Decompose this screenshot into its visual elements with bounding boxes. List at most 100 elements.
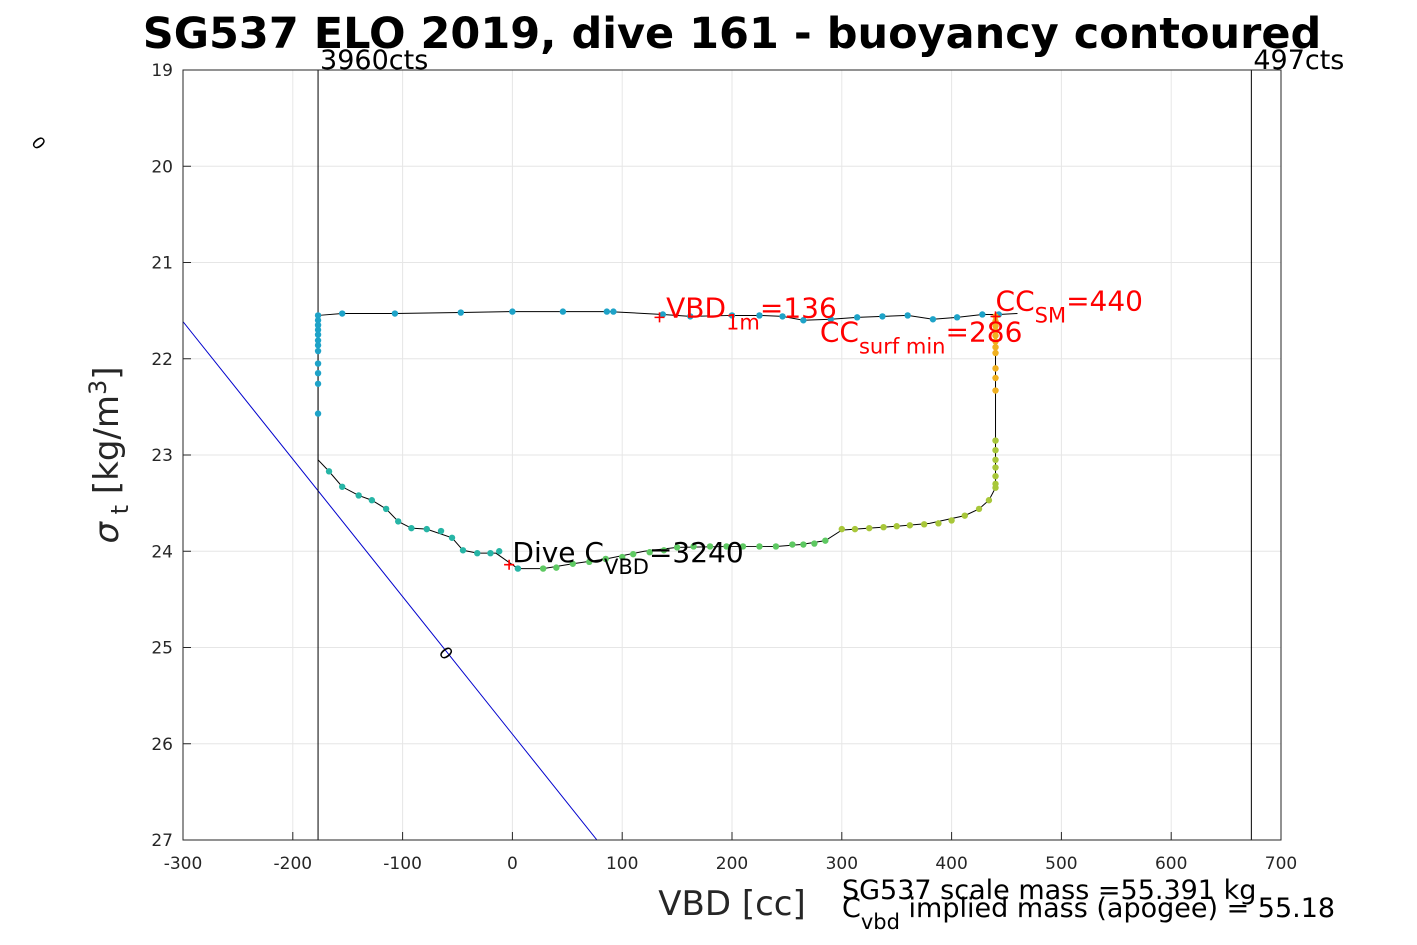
x-tick-label: 400 (935, 854, 967, 874)
axis-ticks: -300 -200 -100 0 100 200 300 400 500 600 700 19 20 21… (151, 61, 1297, 874)
footer-implied-mass: Cvbd implied mass (apogee) = 55.18 (842, 893, 1335, 934)
y-tick-label: 27 (151, 831, 173, 851)
x-tick-label: 700 (1265, 854, 1297, 874)
data-point (687, 313, 694, 320)
data-point (948, 517, 955, 524)
data-point (553, 564, 560, 571)
data-point (728, 312, 736, 319)
data-point (992, 344, 999, 351)
data-point (603, 308, 611, 315)
data-point (368, 497, 376, 504)
data-point (339, 483, 346, 490)
data-point (992, 480, 999, 488)
data-point (314, 321, 322, 329)
annotation-label: CCSM=440 (996, 285, 1143, 328)
annotation-value: =136 (760, 291, 837, 324)
data-points (314, 308, 1003, 572)
data-point (395, 518, 402, 525)
data-point (838, 525, 845, 533)
contour-line (183, 320, 598, 840)
data-point (629, 550, 637, 558)
data-point (314, 360, 322, 367)
contour-label: 0 (29, 132, 51, 153)
data-point (756, 312, 763, 319)
footer-scale-mass: SG537 scale mass =55.391 kg (842, 875, 1256, 906)
data-point (992, 387, 999, 394)
x-tick-label: 500 (1045, 854, 1077, 874)
data-point (314, 369, 322, 377)
annotation-main: CC (996, 285, 1035, 318)
x-tick-label: -300 (164, 854, 203, 874)
data-point (586, 558, 593, 566)
data-point (723, 543, 730, 550)
data-point (487, 549, 494, 557)
data-point (953, 314, 961, 321)
plus-marker (654, 312, 665, 323)
annotation-main: CC (820, 315, 859, 348)
annotation-value: =3240 (649, 536, 744, 569)
data-point (314, 312, 322, 319)
data-point (800, 541, 807, 548)
plus-marker (990, 311, 1001, 322)
data-point (920, 521, 928, 528)
x-axis-label: VBD [cc] (658, 884, 806, 924)
data-point (756, 543, 763, 550)
data-point (496, 548, 503, 555)
data-point (355, 492, 362, 499)
data-point (992, 327, 999, 335)
data-point (325, 468, 333, 475)
data-point (992, 338, 999, 345)
count-limit-lines: 3960cts 497cts (317, 45, 1344, 840)
data-point (646, 549, 653, 556)
data-point (992, 456, 999, 464)
data-point (879, 313, 886, 320)
data-point (706, 543, 714, 550)
plus-marker (504, 559, 515, 570)
buoyancy-contours (183, 320, 598, 840)
data-point (992, 472, 999, 480)
annotation-main: Dive C (512, 536, 604, 569)
data-point (619, 553, 626, 561)
footer-cvbd-sub: vbd (861, 910, 900, 934)
annotation-label: Dive CVBD=3240 (512, 536, 743, 579)
footer-implied-text: implied mass (apogee) = 55.18 (900, 893, 1335, 924)
y-tick-label: 20 (151, 157, 173, 177)
data-point (314, 337, 322, 344)
data-point (660, 547, 668, 554)
annotation-label: VBD1m=136 (666, 291, 837, 334)
data-point (789, 541, 796, 548)
data-point (992, 374, 999, 382)
data-point (992, 437, 999, 444)
data-point (853, 314, 861, 321)
data-point (569, 560, 576, 567)
data-point (893, 523, 900, 530)
data-point (314, 317, 322, 324)
y-tick-label: 26 (151, 735, 173, 755)
data-point (314, 380, 322, 387)
data-point (539, 565, 547, 572)
data-point (906, 522, 914, 529)
data-point (929, 316, 937, 323)
data-point (866, 524, 873, 532)
data-point (339, 310, 346, 317)
data-point (800, 317, 807, 324)
annotation-markers (504, 311, 1001, 570)
data-point (314, 326, 322, 334)
data-point (772, 543, 780, 550)
data-point (559, 308, 567, 315)
data-point (779, 313, 786, 320)
data-point (739, 543, 747, 550)
data-point (514, 565, 522, 572)
data-point (975, 505, 983, 513)
data-point (904, 312, 911, 319)
data-point (382, 505, 390, 513)
data-point (448, 534, 456, 541)
annotation-sub: surf min (859, 334, 946, 358)
chart-title: SG537 ELO 2019, dive 161 - buoyancy cont… (143, 9, 1322, 59)
data-point (985, 497, 993, 504)
data-point (408, 524, 415, 532)
x-tick-label: 600 (1155, 854, 1187, 874)
count-limit-label: 3960cts (320, 45, 428, 76)
x-tick-label: -200 (274, 854, 313, 874)
